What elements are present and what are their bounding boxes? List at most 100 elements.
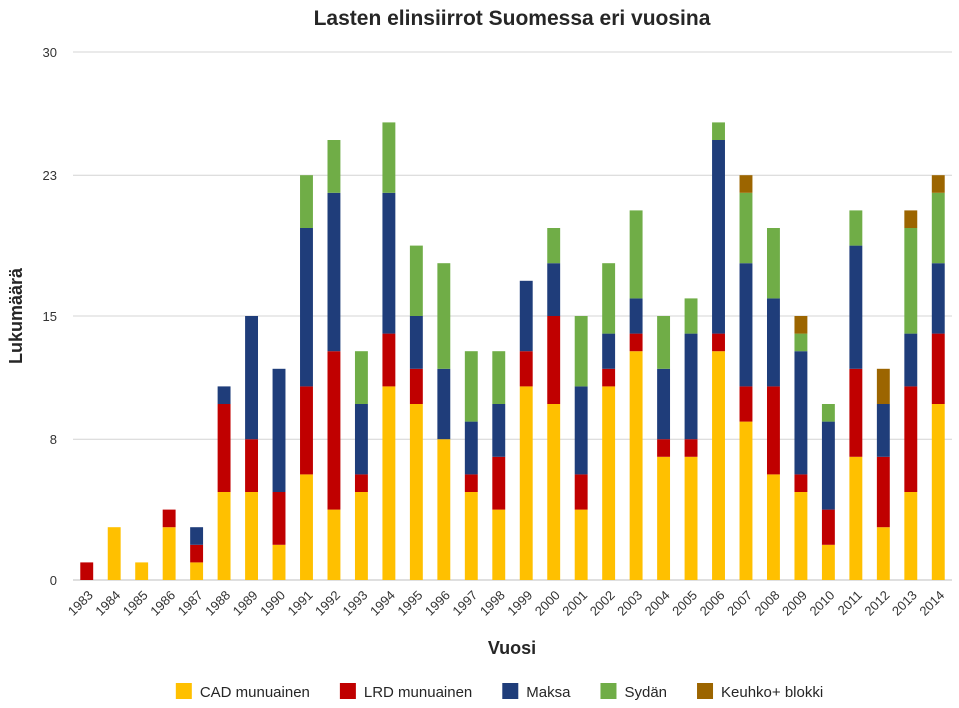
y-tick-label: 30	[43, 45, 57, 60]
bar-segment	[245, 439, 259, 492]
legend-item: Sydän	[600, 683, 667, 701]
legend-swatch	[697, 683, 714, 699]
bar-segment	[684, 333, 698, 440]
bar-segment	[602, 263, 616, 334]
bar-segment	[437, 368, 451, 440]
x-tick-label: 1994	[367, 588, 398, 619]
bar-segment	[492, 351, 506, 404]
bar-segment	[354, 492, 368, 580]
bar-segment	[739, 263, 753, 387]
x-tick-label: 2008	[752, 588, 783, 619]
bar-segment	[766, 386, 780, 475]
bar-segment	[766, 298, 780, 387]
legend-label: Maksa	[526, 684, 571, 701]
bar-segment	[876, 404, 890, 457]
bar-segment	[657, 439, 671, 457]
bar-segment	[382, 192, 396, 334]
x-tick-label: 1983	[65, 588, 96, 619]
bar-segment	[739, 386, 753, 422]
bar-segment	[739, 175, 753, 193]
bar-segment	[574, 474, 588, 510]
bar-segment	[574, 386, 588, 475]
x-tick-labels: 1983198419851986198719881989199019911992…	[65, 588, 948, 619]
bar-segment	[107, 527, 121, 580]
legend-item: CAD munuainen	[175, 683, 310, 701]
bar-segment	[300, 175, 313, 228]
bar-segment	[80, 562, 94, 580]
legend-label: Keuhko+ blokki	[721, 684, 823, 701]
bar-segment	[327, 192, 341, 352]
bar-segment	[739, 421, 753, 580]
bar-segment	[409, 245, 423, 316]
bar-segment	[492, 456, 506, 510]
bars	[80, 122, 945, 580]
x-tick-label: 1998	[477, 588, 508, 619]
bar-segment	[794, 492, 808, 580]
x-tick-label: 1995	[394, 588, 425, 619]
y-tick-label: 23	[43, 168, 57, 183]
x-tick-label: 1999	[504, 588, 535, 619]
bar-segment	[876, 456, 890, 528]
bar-segment	[300, 386, 313, 475]
bar-segment	[657, 316, 671, 369]
bar-segment	[904, 210, 918, 228]
x-tick-label: 2014	[916, 588, 947, 619]
bar-segment	[849, 210, 863, 246]
bar-segment	[712, 122, 725, 140]
x-tick-label: 1990	[257, 588, 288, 619]
x-tick-label: 1988	[202, 588, 233, 619]
bar-segment	[602, 368, 616, 387]
bar-segment	[162, 527, 176, 580]
bar-segment	[245, 316, 259, 440]
bar-segment	[739, 192, 753, 264]
bar-segment	[629, 351, 643, 580]
bar-segment	[821, 421, 835, 510]
bar-segment	[766, 228, 780, 299]
bar-segment	[547, 263, 561, 316]
bar-segment	[712, 333, 725, 352]
x-tick-label: 2005	[669, 588, 700, 619]
x-tick-label: 2012	[861, 588, 892, 619]
bar-segment	[876, 527, 890, 580]
x-tick-label: 2010	[806, 588, 837, 619]
legend-swatch	[600, 683, 617, 699]
legend-item: Maksa	[502, 683, 571, 701]
legend-label: CAD munuainen	[200, 684, 310, 701]
bar-segment	[272, 544, 286, 580]
legend-label: LRD munuainen	[364, 684, 472, 701]
bar-segment	[602, 333, 616, 369]
bar-segment	[300, 228, 313, 387]
bar-segment	[904, 228, 918, 334]
bar-segment	[931, 192, 945, 264]
x-tick-label: 2002	[587, 588, 618, 619]
bar-segment	[849, 245, 863, 369]
bar-segment	[162, 509, 176, 528]
y-axis-title: Lukumäärä	[6, 267, 26, 364]
x-tick-label: 1997	[449, 588, 480, 619]
bar-segment	[464, 351, 478, 422]
bar-segment	[272, 492, 286, 545]
bar-segment	[217, 386, 231, 404]
bar-segment	[382, 333, 396, 387]
bar-segment	[629, 333, 643, 352]
bar-segment	[519, 280, 533, 352]
bar-segment	[409, 316, 423, 369]
legend-label: Sydän	[624, 684, 667, 701]
bar-segment	[712, 140, 725, 334]
bar-segment	[821, 404, 835, 422]
bar-segment	[712, 351, 725, 580]
bar-segment	[794, 316, 808, 334]
bar-segment	[766, 474, 780, 580]
bar-segment	[190, 562, 204, 580]
x-tick-label: 1987	[175, 588, 206, 619]
y-tick-label: 15	[43, 309, 57, 324]
bar-segment	[904, 333, 918, 387]
bar-segment	[135, 562, 149, 580]
x-tick-label: 1996	[422, 588, 453, 619]
x-tick-label: 2001	[559, 588, 590, 619]
x-tick-label: 2011	[835, 588, 865, 618]
bar-segment	[657, 368, 671, 440]
x-tick-label: 1989	[230, 588, 261, 619]
x-tick-label: 1986	[147, 588, 178, 619]
legend-swatch	[175, 683, 192, 699]
